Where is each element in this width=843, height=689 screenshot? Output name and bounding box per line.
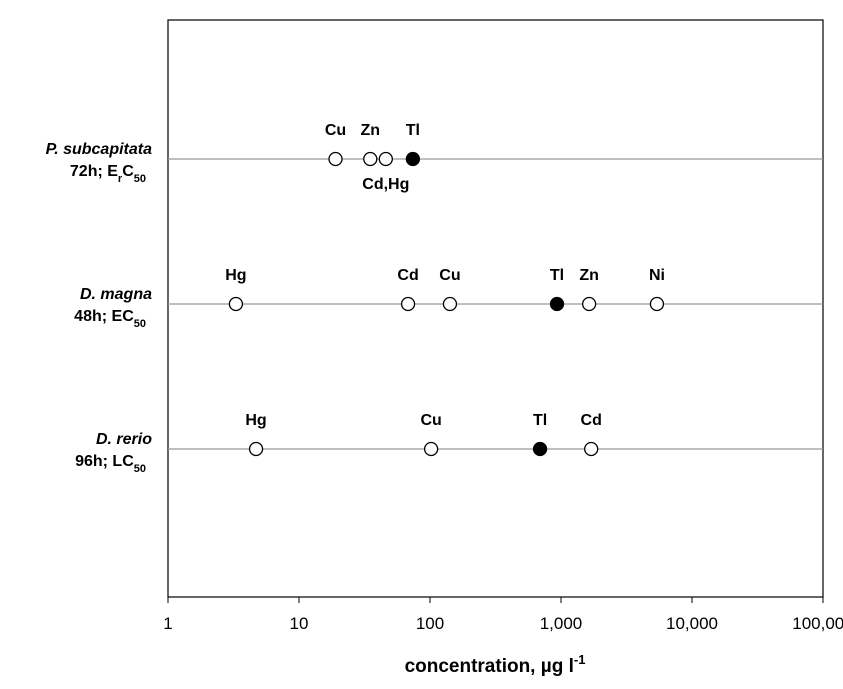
- x-tick-label: 100,000: [792, 614, 843, 633]
- point-label: Tl: [533, 412, 547, 429]
- point: [248, 441, 264, 457]
- row-subtitle: 48h; EC50: [74, 308, 146, 330]
- point: [581, 296, 597, 312]
- row-subtitle-part: 50: [134, 173, 146, 185]
- row-subtitle-part: 48h; EC: [74, 308, 134, 325]
- point: [363, 151, 378, 167]
- row-subtitle-part: C: [122, 163, 134, 180]
- x-tick-label: 1,000: [540, 614, 583, 633]
- point: [328, 151, 343, 167]
- point-label: Zn: [360, 122, 380, 139]
- x-tick-label: 10,000: [666, 614, 718, 633]
- point: [649, 296, 665, 312]
- point: [549, 296, 565, 312]
- point: [405, 151, 421, 167]
- point: [584, 441, 599, 457]
- row-subtitle: 96h; LC50: [75, 453, 146, 475]
- point-label: Cd: [581, 412, 602, 429]
- x-axis-label: concentration, µg l-1: [405, 652, 586, 677]
- x-tick-label: 100: [416, 614, 444, 633]
- row-subtitle-part: 96h; LC: [75, 453, 134, 470]
- x-tick-label: 1: [163, 614, 172, 633]
- point: [423, 441, 439, 457]
- row-subtitle-part: 50: [134, 463, 146, 475]
- point-label: Tl: [550, 267, 564, 284]
- point-label: Hg: [245, 412, 266, 429]
- point-label: Ni: [649, 267, 665, 284]
- row-subtitle-part: 72h; E: [70, 163, 118, 180]
- point: [442, 296, 458, 312]
- row-name: P. subcapitata: [46, 141, 153, 158]
- point-label: Zn: [579, 267, 599, 284]
- point: [400, 296, 416, 312]
- plot-frame: [167, 19, 824, 598]
- x-axis-label-text: concentration, µg l: [405, 656, 574, 677]
- row-name: D. magna: [80, 286, 152, 303]
- point: [378, 151, 393, 167]
- row-subtitle: 72h; ErC50: [70, 163, 146, 185]
- point-label: Cu: [439, 267, 460, 284]
- point-label: Cd,Hg: [362, 176, 409, 193]
- point: [532, 441, 548, 457]
- point-label: Cu: [420, 412, 441, 429]
- row-subtitle-part: r: [118, 173, 123, 185]
- x-tick-label: 10: [290, 614, 309, 633]
- point-label: Tl: [406, 122, 420, 139]
- x-axis-label-sup: -1: [574, 652, 586, 667]
- point: [228, 296, 244, 312]
- row-subtitle-part: 50: [134, 318, 146, 330]
- point-label: Cu: [325, 122, 346, 139]
- row-name: D. rerio: [96, 431, 152, 448]
- point-label: Cd: [397, 267, 418, 284]
- point-label: Hg: [225, 267, 246, 284]
